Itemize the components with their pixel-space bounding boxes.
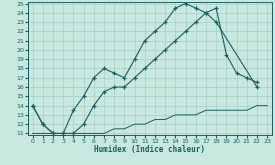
X-axis label: Humidex (Indice chaleur): Humidex (Indice chaleur) xyxy=(94,145,205,154)
